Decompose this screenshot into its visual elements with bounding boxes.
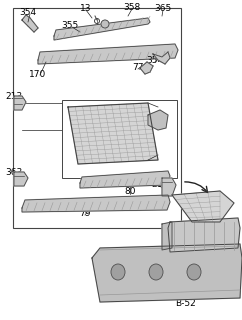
- Polygon shape: [162, 222, 172, 250]
- Polygon shape: [148, 110, 168, 130]
- Text: B-52: B-52: [175, 300, 195, 308]
- Text: 213: 213: [151, 180, 169, 188]
- Text: 354: 354: [146, 55, 164, 65]
- Bar: [62, 100, 177, 178]
- Polygon shape: [172, 191, 234, 222]
- Polygon shape: [54, 18, 150, 40]
- Polygon shape: [68, 103, 158, 164]
- Ellipse shape: [149, 264, 163, 280]
- Text: 365: 365: [154, 4, 172, 12]
- Text: 77: 77: [132, 62, 144, 71]
- Ellipse shape: [187, 264, 201, 280]
- Polygon shape: [22, 15, 38, 32]
- Text: 79: 79: [79, 209, 91, 218]
- Polygon shape: [92, 244, 242, 302]
- Text: 354: 354: [19, 7, 37, 17]
- Polygon shape: [140, 62, 153, 74]
- Text: 7: 7: [165, 107, 171, 116]
- Polygon shape: [14, 172, 28, 186]
- Polygon shape: [168, 218, 240, 252]
- Polygon shape: [22, 195, 170, 212]
- Polygon shape: [14, 96, 26, 110]
- Text: 358: 358: [123, 3, 141, 12]
- Text: 213: 213: [5, 92, 23, 100]
- Text: 170: 170: [29, 69, 47, 78]
- Polygon shape: [153, 52, 170, 64]
- Bar: [13, 8, 181, 228]
- Text: 80: 80: [124, 188, 136, 196]
- Circle shape: [101, 20, 109, 28]
- Ellipse shape: [111, 264, 125, 280]
- Polygon shape: [162, 178, 176, 196]
- Text: 363: 363: [5, 167, 23, 177]
- Text: 355: 355: [61, 20, 79, 29]
- Text: 13: 13: [80, 4, 92, 12]
- Polygon shape: [80, 171, 170, 188]
- Polygon shape: [38, 44, 178, 64]
